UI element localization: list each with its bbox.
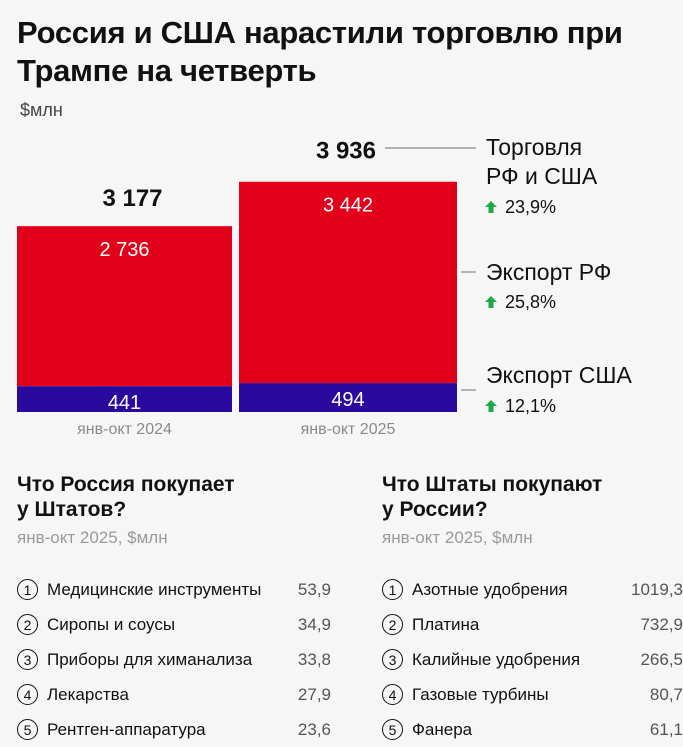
item-name: Калийные удобрения: [412, 649, 581, 669]
item-name: Медицинские инструменты: [47, 579, 262, 599]
russia-buys-list: 1 Медицинские инструменты 53,9 2 Сиропы и с…: [17, 572, 331, 747]
item-value: 732,9: [640, 614, 683, 634]
usa-buys-title-line-1: Что Штаты покупают: [382, 473, 603, 496]
usa-buys-subtitle: янв-окт 2025, $млн: [382, 528, 533, 547]
bar-label-export-ru-0: 2 736: [99, 239, 149, 261]
item-value: 1019,3: [631, 579, 683, 599]
rank-badge: 2: [382, 614, 403, 635]
arrow-up-icon: [485, 400, 497, 412]
legend-export-ru-change: 25,8%: [505, 292, 556, 312]
rank-badge: 5: [382, 719, 403, 740]
item-value: 34,9: [297, 614, 331, 634]
usa-buys-table: Что Штаты покупают у России? янв-окт 202…: [382, 472, 683, 740]
item-value: 33,8: [297, 649, 331, 669]
page-title: Россия и США нарастили торговлю при Трам…: [17, 15, 623, 88]
list-item: 4 Газовые турбины 80,7: [382, 677, 683, 712]
trade-chart: 2 736 441 янв-окт 2024 3 442 494 янв-окт 2025…: [17, 134, 632, 438]
legend-total-change: 23,9%: [505, 197, 556, 217]
item-name: Лекарства: [47, 684, 129, 704]
bar-label-export-ru-1: 3 442: [323, 195, 373, 217]
bar-label-export-us-1: 494: [331, 389, 364, 411]
rank-badge: 3: [382, 649, 403, 670]
item-name: Платина: [412, 614, 480, 634]
list-item: 5 Рентген-аппаратура 23,6: [17, 712, 331, 747]
bar-export-ru-1: [239, 181, 457, 384]
rank-badge: 4: [382, 684, 403, 705]
arrow-up-icon: [485, 296, 497, 308]
usa-buys-title-line-2: у России?: [382, 498, 488, 521]
item-name: Сиропы и соусы: [47, 614, 176, 634]
rank-badge: 2: [17, 614, 38, 635]
usa-buys-list: 1 Азотные удобрения 1019,3 2 Платина 732,9 3…: [382, 572, 683, 747]
item-name: Газовые турбины: [412, 684, 549, 704]
legend-export-us: Экспорт США: [486, 362, 632, 388]
legend-total-line-2: РФ и США: [486, 163, 598, 189]
bar-period-label-0: янв-окт 2024: [77, 421, 172, 438]
list-item: 1 Азотные удобрения 1019,3: [382, 572, 683, 607]
item-value: 266,5: [640, 649, 683, 669]
item-name: Рентген-аппаратура: [47, 719, 206, 739]
list-item: 3 Калийные удобрения 266,5: [382, 642, 683, 677]
item-value: 61,1: [649, 719, 683, 739]
list-item: 4 Лекарства 27,9: [17, 677, 331, 712]
bar-total-0: 3 177: [102, 185, 162, 212]
bar-export-us-0: [17, 386, 232, 412]
item-value: 53,9: [297, 579, 331, 599]
rank-badge: 5: [17, 719, 38, 740]
list-item: 1 Медицинские инструменты 53,9: [17, 572, 331, 607]
bar-export-us-1: [239, 383, 457, 412]
item-name: Азотные удобрения: [412, 579, 568, 599]
legend-export-ru: Экспорт РФ: [486, 259, 611, 285]
rank-badge: 1: [382, 579, 403, 600]
item-value: 80,7: [649, 684, 683, 704]
item-name: Фанера: [412, 719, 473, 739]
legend-export-us-change: 12,1%: [505, 396, 556, 416]
item-value: 23,6: [297, 719, 331, 739]
legend-total-line-1: Торговля: [486, 134, 582, 160]
usa-buys-title: Что Штаты покупают у России?: [382, 472, 682, 522]
list-item: 2 Платина 732,9: [382, 607, 683, 642]
russia-buys-title-line-1: Что Россия покупает: [17, 473, 235, 496]
arrow-up-icon: [485, 201, 497, 213]
item-name: Приборы для химанализа: [47, 649, 253, 669]
list-item: 3 Приборы для химанализа 33,8: [17, 642, 331, 677]
list-item: 5 Фанера 61,1: [382, 712, 683, 747]
rank-badge: 4: [17, 684, 38, 705]
unit-label: $млн: [20, 100, 63, 120]
russia-buys-table: Что Россия покупает у Штатов? янв-окт 20…: [17, 472, 331, 740]
bar-export-ru-0: [17, 226, 232, 387]
russia-buys-title: Что Россия покупает у Штатов?: [17, 472, 317, 522]
item-value: 27,9: [297, 684, 331, 704]
rank-badge: 3: [17, 649, 38, 670]
list-item: 2 Сиропы и соусы 34,9: [17, 607, 331, 642]
rank-badge: 1: [17, 579, 38, 600]
russia-buys-title-line-2: у Штатов?: [17, 498, 127, 521]
bar-label-export-us-0: 441: [108, 392, 141, 414]
bar-total-1: 3 936: [316, 138, 376, 165]
bar-period-label-1: янв-окт 2025: [301, 421, 396, 438]
russia-buys-subtitle: янв-окт 2025, $млн: [17, 528, 168, 547]
